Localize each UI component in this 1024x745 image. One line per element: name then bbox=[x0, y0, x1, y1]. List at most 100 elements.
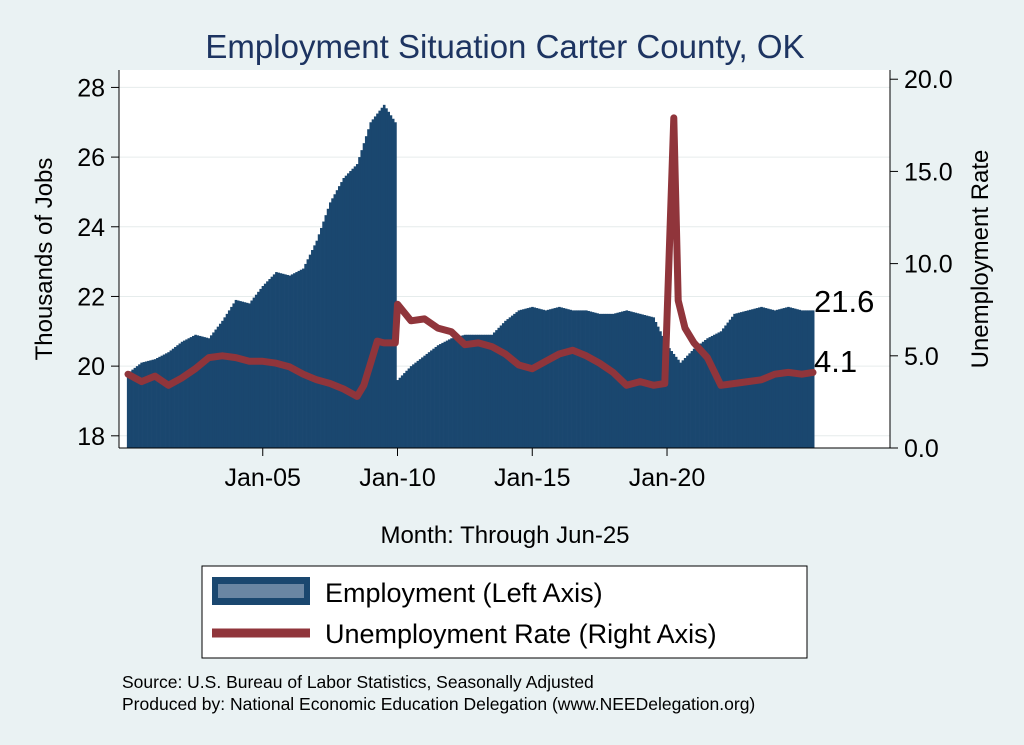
employment-bar bbox=[569, 309, 572, 448]
employment-bar bbox=[443, 341, 447, 448]
employment-bar bbox=[789, 307, 793, 448]
employment-bar bbox=[149, 360, 152, 448]
employment-bar bbox=[479, 334, 483, 448]
employment-bar bbox=[699, 343, 703, 448]
employment-bar bbox=[537, 308, 541, 448]
left-tick-label: 18 bbox=[77, 423, 105, 451]
right-tick-label: 15.0 bbox=[904, 158, 953, 186]
producer-note: Produced by: National Economic Education… bbox=[122, 694, 755, 714]
employment-bar bbox=[358, 157, 361, 448]
employment-bar bbox=[553, 308, 557, 448]
employment-bar bbox=[216, 326, 220, 448]
employment-bar bbox=[293, 273, 296, 448]
employment-bar bbox=[555, 307, 559, 448]
employment-bar bbox=[209, 335, 213, 448]
employment-bar bbox=[782, 308, 786, 448]
employment-bar bbox=[791, 308, 795, 448]
employment-bar bbox=[488, 334, 492, 448]
employment-bar bbox=[403, 373, 406, 448]
employment-bar bbox=[138, 364, 141, 448]
employment-bar bbox=[225, 313, 229, 448]
employment-bar bbox=[704, 340, 707, 448]
employment-bar bbox=[486, 334, 489, 448]
employment-bar bbox=[232, 303, 236, 448]
employment-bar bbox=[468, 334, 471, 448]
employment-bar bbox=[448, 339, 451, 448]
employment-bar bbox=[796, 309, 799, 448]
employment-bar bbox=[457, 336, 460, 448]
employment-bar bbox=[192, 335, 195, 448]
employment-bar bbox=[713, 334, 716, 448]
employment-bar bbox=[320, 227, 323, 448]
employment-bar bbox=[369, 122, 373, 448]
employment-bar bbox=[585, 310, 588, 448]
legend: Employment (Left Axis) Unemployment Rate… bbox=[201, 565, 808, 659]
employment-bar bbox=[129, 371, 132, 448]
employment-bar bbox=[811, 310, 815, 448]
employment-bar bbox=[549, 309, 552, 448]
employment-bar bbox=[156, 358, 159, 448]
chart-title: Employment Situation Carter County, OK bbox=[205, 28, 804, 65]
employment-bar bbox=[126, 373, 130, 448]
employment-bar bbox=[771, 309, 775, 448]
employment-bar bbox=[466, 334, 469, 448]
employment-bar bbox=[373, 116, 377, 448]
employment-bar bbox=[695, 346, 698, 448]
employment-bar bbox=[672, 353, 676, 448]
employment-bar bbox=[313, 245, 316, 448]
employment-bar bbox=[308, 254, 312, 448]
legend-swatch-employment-inner bbox=[218, 584, 304, 598]
employment-bar bbox=[405, 370, 408, 448]
employment-bar bbox=[187, 338, 191, 448]
employment-bar bbox=[151, 359, 155, 448]
employment-bar bbox=[600, 313, 604, 448]
employment-bar bbox=[470, 334, 474, 448]
employment-bar bbox=[236, 300, 240, 448]
employment-bar bbox=[587, 310, 590, 448]
employment-bar bbox=[223, 317, 227, 448]
employment-bar bbox=[279, 273, 283, 448]
employment-bar bbox=[784, 307, 788, 448]
employment-bar bbox=[522, 309, 525, 448]
left-tick-label: 20 bbox=[77, 353, 105, 381]
employment-bar bbox=[802, 310, 806, 448]
left-axis-ticks: 18 20 22 24 26 28 bbox=[77, 74, 119, 451]
employment-bar bbox=[299, 269, 303, 448]
employment-bar bbox=[528, 307, 532, 448]
employment-bar bbox=[254, 294, 258, 448]
employment-bar bbox=[360, 150, 364, 448]
right-tick-label: 20.0 bbox=[904, 66, 953, 94]
employment-bar bbox=[427, 352, 431, 448]
legend-label-employment: Employment (Left Axis) bbox=[325, 578, 603, 608]
employment-bar bbox=[665, 345, 669, 448]
employment-bar bbox=[560, 307, 563, 448]
right-tick-label: 10.0 bbox=[904, 251, 953, 279]
employment-bar bbox=[775, 309, 779, 448]
employment-bar bbox=[800, 310, 804, 448]
left-tick-label: 28 bbox=[77, 74, 105, 102]
employment-bar bbox=[627, 310, 631, 448]
x-axis-title: Month: Through Jun-25 bbox=[380, 522, 629, 549]
employment-bar bbox=[793, 308, 797, 448]
right-axis-title: Unemployment Rate bbox=[967, 150, 994, 369]
employment-bar bbox=[492, 332, 496, 448]
unemployment-line bbox=[124, 114, 817, 400]
employment-bar bbox=[567, 309, 570, 448]
left-axis-title: Thousands of Jobs bbox=[31, 158, 58, 361]
left-tick-label: 26 bbox=[77, 144, 105, 172]
employment-bar bbox=[382, 104, 386, 448]
employment-bar bbox=[508, 317, 512, 448]
employment-bar bbox=[501, 323, 505, 448]
employment-bar bbox=[708, 337, 712, 448]
employment-bar bbox=[207, 338, 211, 448]
employment-bar bbox=[715, 333, 718, 448]
employment-bar bbox=[409, 366, 413, 448]
employment-bar bbox=[495, 330, 498, 448]
employment-bar bbox=[176, 345, 179, 448]
employment-bar bbox=[171, 348, 175, 448]
employment-bar bbox=[681, 360, 685, 448]
employment-bar bbox=[430, 350, 433, 448]
employment-bar bbox=[311, 250, 314, 448]
employment-bar bbox=[490, 334, 494, 448]
employment-bar bbox=[142, 362, 146, 448]
